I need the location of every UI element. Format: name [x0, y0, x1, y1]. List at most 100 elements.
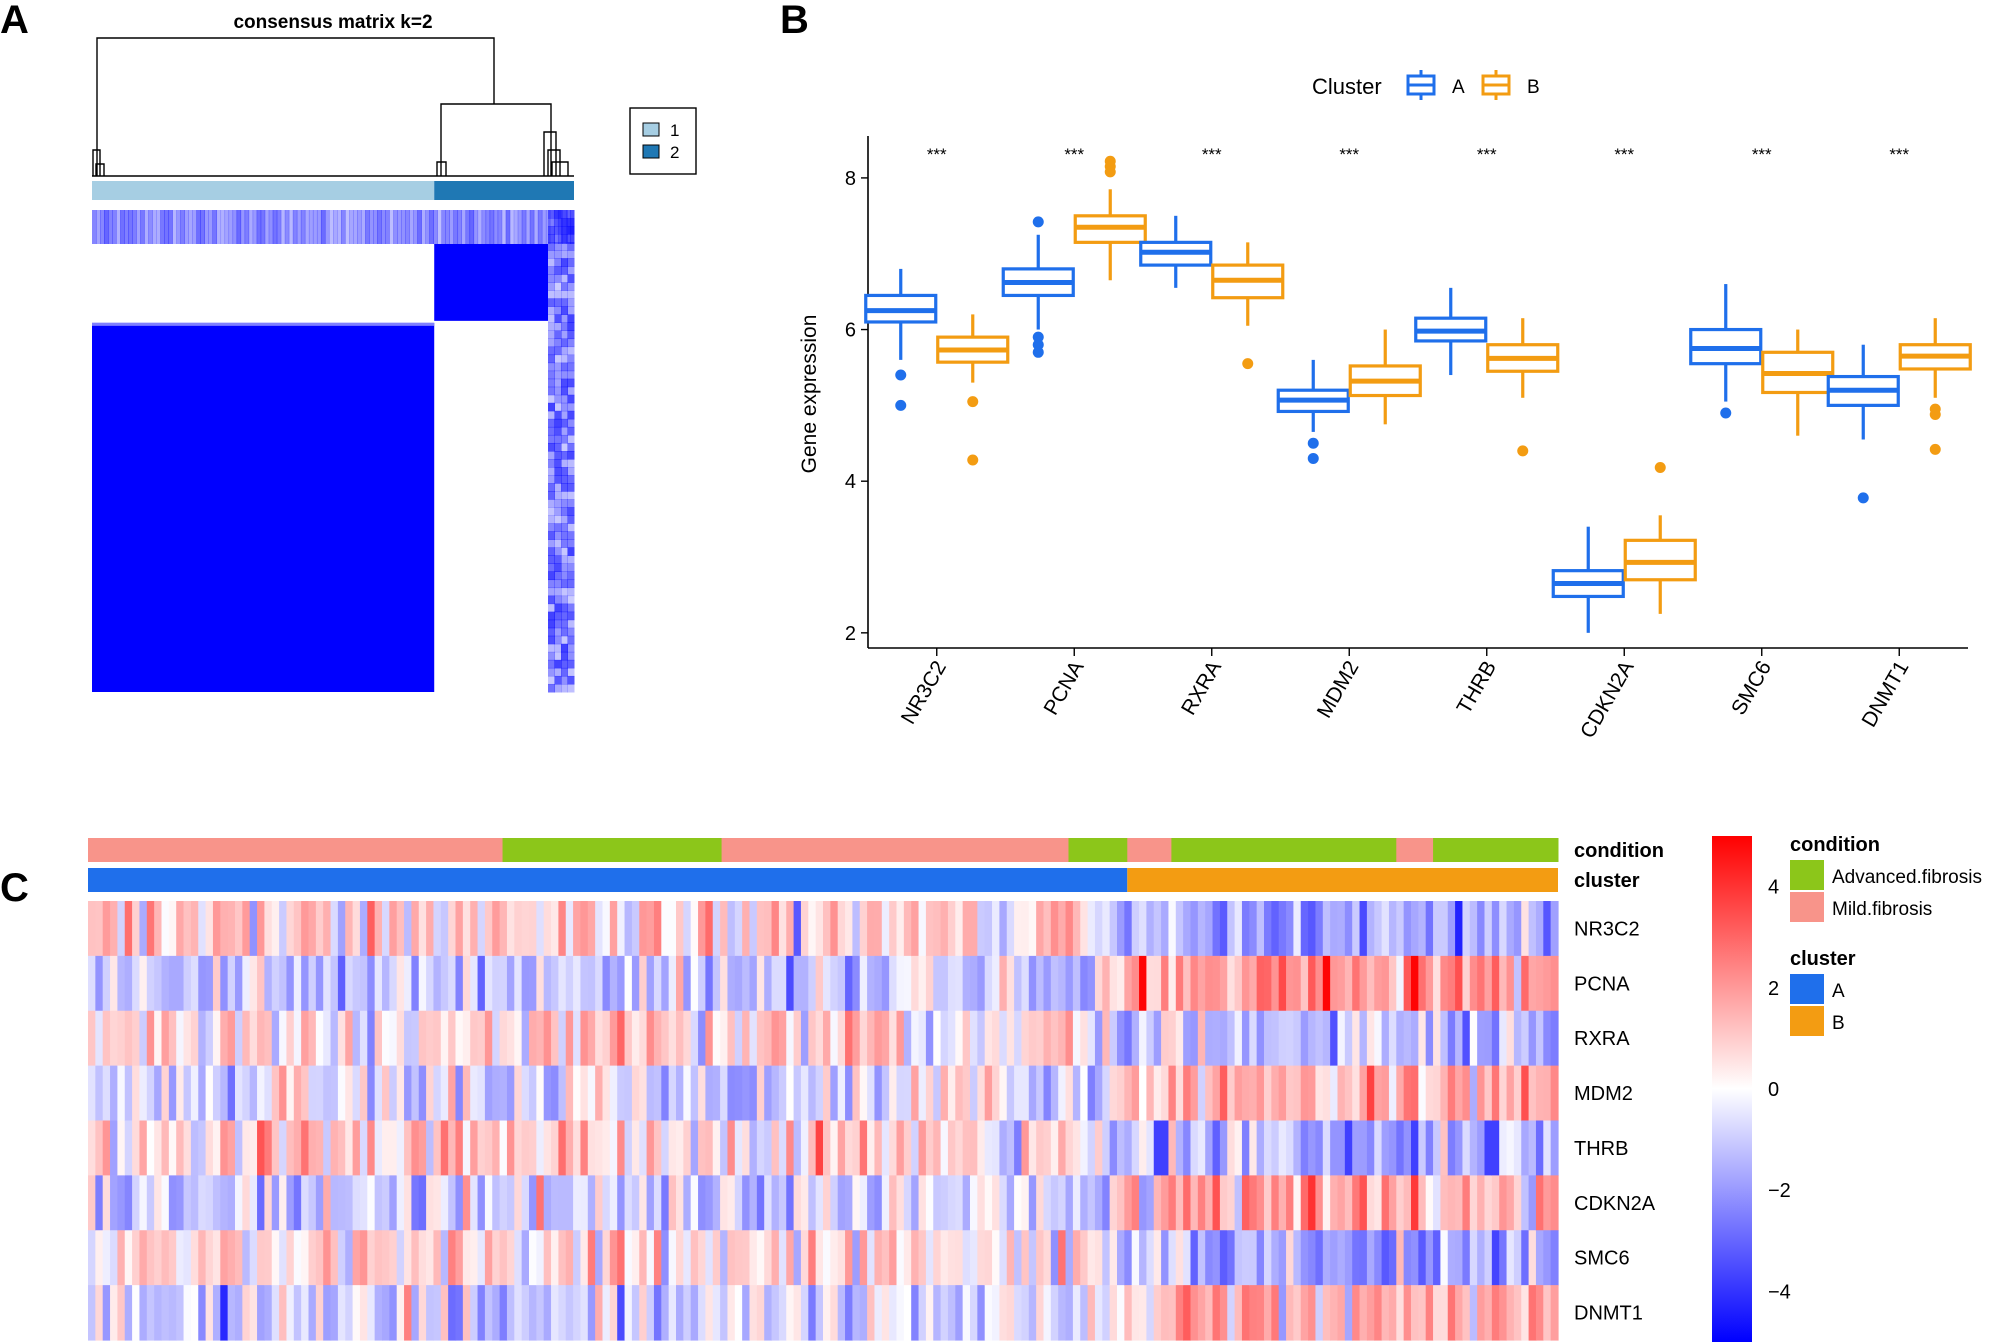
heatmap-cell — [418, 1010, 427, 1067]
heatmap-cell — [536, 1230, 545, 1286]
heatmap-cell — [1374, 1230, 1383, 1286]
heatmap-cell — [955, 1010, 964, 1067]
heatmap-cell — [396, 1120, 405, 1176]
heatmap-cell — [212, 1285, 221, 1341]
heatmap-cell — [1271, 1285, 1280, 1341]
heatmap-cell — [1175, 1120, 1184, 1176]
heatmap-cell — [1366, 1285, 1375, 1341]
consensus-cell — [567, 362, 575, 372]
heatmap-cell — [749, 1285, 758, 1341]
heatmap-cell — [1146, 955, 1155, 1012]
heatmap-cell — [1315, 1175, 1324, 1231]
heatmap-cell — [1462, 1065, 1471, 1122]
heatmap-cell — [565, 1285, 574, 1341]
outlier-point — [1654, 462, 1666, 474]
heatmap-cell — [1072, 1065, 1081, 1122]
heatmap-cell — [308, 901, 317, 957]
heatmap-cell — [470, 1230, 479, 1286]
heatmap-cell — [962, 1120, 971, 1176]
heatmap-cell — [205, 955, 214, 1012]
heatmap-cell — [587, 1065, 596, 1122]
heatmap-cell — [1028, 955, 1037, 1012]
gene-label: RXRA — [1574, 1028, 1630, 1050]
heatmap-cell — [1300, 901, 1309, 957]
heatmap-cell — [1153, 1285, 1162, 1341]
consensus-cell — [477, 210, 483, 244]
heatmap-cell — [220, 1120, 229, 1176]
heatmap-cell — [352, 1120, 361, 1176]
heatmap-cell — [1175, 1065, 1184, 1122]
heatmap-cell — [117, 1120, 126, 1176]
heatmap-cell — [1300, 1285, 1309, 1341]
consensus-cell — [561, 282, 568, 291]
heatmap-cell — [352, 1010, 361, 1067]
heatmap-cell — [492, 1010, 501, 1067]
heatmap-cell — [690, 1230, 699, 1286]
consensus-cell — [497, 210, 503, 244]
heatmap-cell — [359, 901, 368, 957]
heatmap-cell — [1352, 1230, 1361, 1286]
consensus-cell — [304, 210, 310, 244]
consensus-cell — [554, 467, 562, 476]
heatmap-cell — [845, 1120, 853, 1176]
heatmap-cell — [455, 955, 464, 1012]
heatmap-cell — [1337, 1065, 1346, 1122]
consensus-cell — [369, 210, 374, 244]
consensus-cell — [554, 515, 562, 524]
heatmap-cell — [845, 1175, 853, 1231]
heatmap-cell — [1021, 955, 1030, 1012]
heatmap-cell — [683, 1065, 692, 1122]
heatmap-cell — [345, 901, 354, 957]
heatmap-cell — [235, 1285, 243, 1341]
consensus-cell — [567, 370, 575, 380]
heatmap-cell — [124, 901, 133, 957]
heatmap-cell — [1315, 1120, 1324, 1176]
heatmap-cell — [808, 901, 817, 957]
heatmap-cell — [947, 1010, 956, 1067]
heatmap-cell — [830, 1285, 839, 1341]
heatmap-cell — [668, 1175, 677, 1231]
heatmap-cell — [1161, 955, 1170, 1012]
consensus-cell — [561, 354, 568, 364]
heatmap-cell — [1477, 1175, 1486, 1231]
heatmap-cell — [551, 1285, 559, 1341]
heatmap-cell — [345, 1010, 354, 1067]
heatmap-cell — [1219, 901, 1228, 957]
heatmap-cell — [1021, 1120, 1030, 1176]
heatmap-cell — [1014, 1120, 1023, 1176]
heatmap-cell — [1050, 1010, 1059, 1067]
heatmap-cell — [1528, 1230, 1537, 1286]
heatmap-cell — [1484, 1285, 1493, 1341]
heatmap-cell — [470, 1010, 479, 1067]
consensus-cell — [554, 459, 562, 468]
heatmap-cell — [676, 1120, 684, 1176]
heatmap-cell — [1241, 1065, 1250, 1122]
heatmap-cell — [396, 901, 405, 957]
heatmap-cell — [962, 1285, 971, 1341]
consensus-cell — [548, 330, 555, 340]
heatmap-cell — [161, 1010, 170, 1067]
heatmap-cell — [1197, 1175, 1206, 1231]
heatmap-cell — [529, 1120, 537, 1176]
consensus-cell — [292, 210, 298, 244]
heatmap-cell — [970, 955, 978, 1012]
heatmap-cell — [1212, 1285, 1221, 1341]
y-axis-title: Gene expression — [798, 315, 821, 474]
heatmap-cell — [1234, 955, 1243, 1012]
box-b-rxra — [1211, 242, 1285, 326]
consensus-cell — [548, 483, 555, 492]
heatmap-cell — [257, 1230, 265, 1286]
consensus-cell — [561, 651, 568, 661]
heatmap-cell — [587, 1230, 596, 1286]
box-b-nr3c2 — [936, 314, 1010, 383]
consensus-cell — [567, 507, 575, 516]
consensus-cell — [554, 426, 562, 436]
heatmap-cell — [1484, 1175, 1493, 1231]
consensus-cell — [204, 210, 209, 244]
heatmap-cell — [1014, 955, 1023, 1012]
heatmap-cell — [1381, 1010, 1390, 1067]
heatmap-cell — [1418, 1175, 1427, 1231]
consensus-cell — [554, 651, 562, 661]
heatmap-cell — [396, 1230, 405, 1286]
heatmap-cell — [683, 1285, 692, 1341]
